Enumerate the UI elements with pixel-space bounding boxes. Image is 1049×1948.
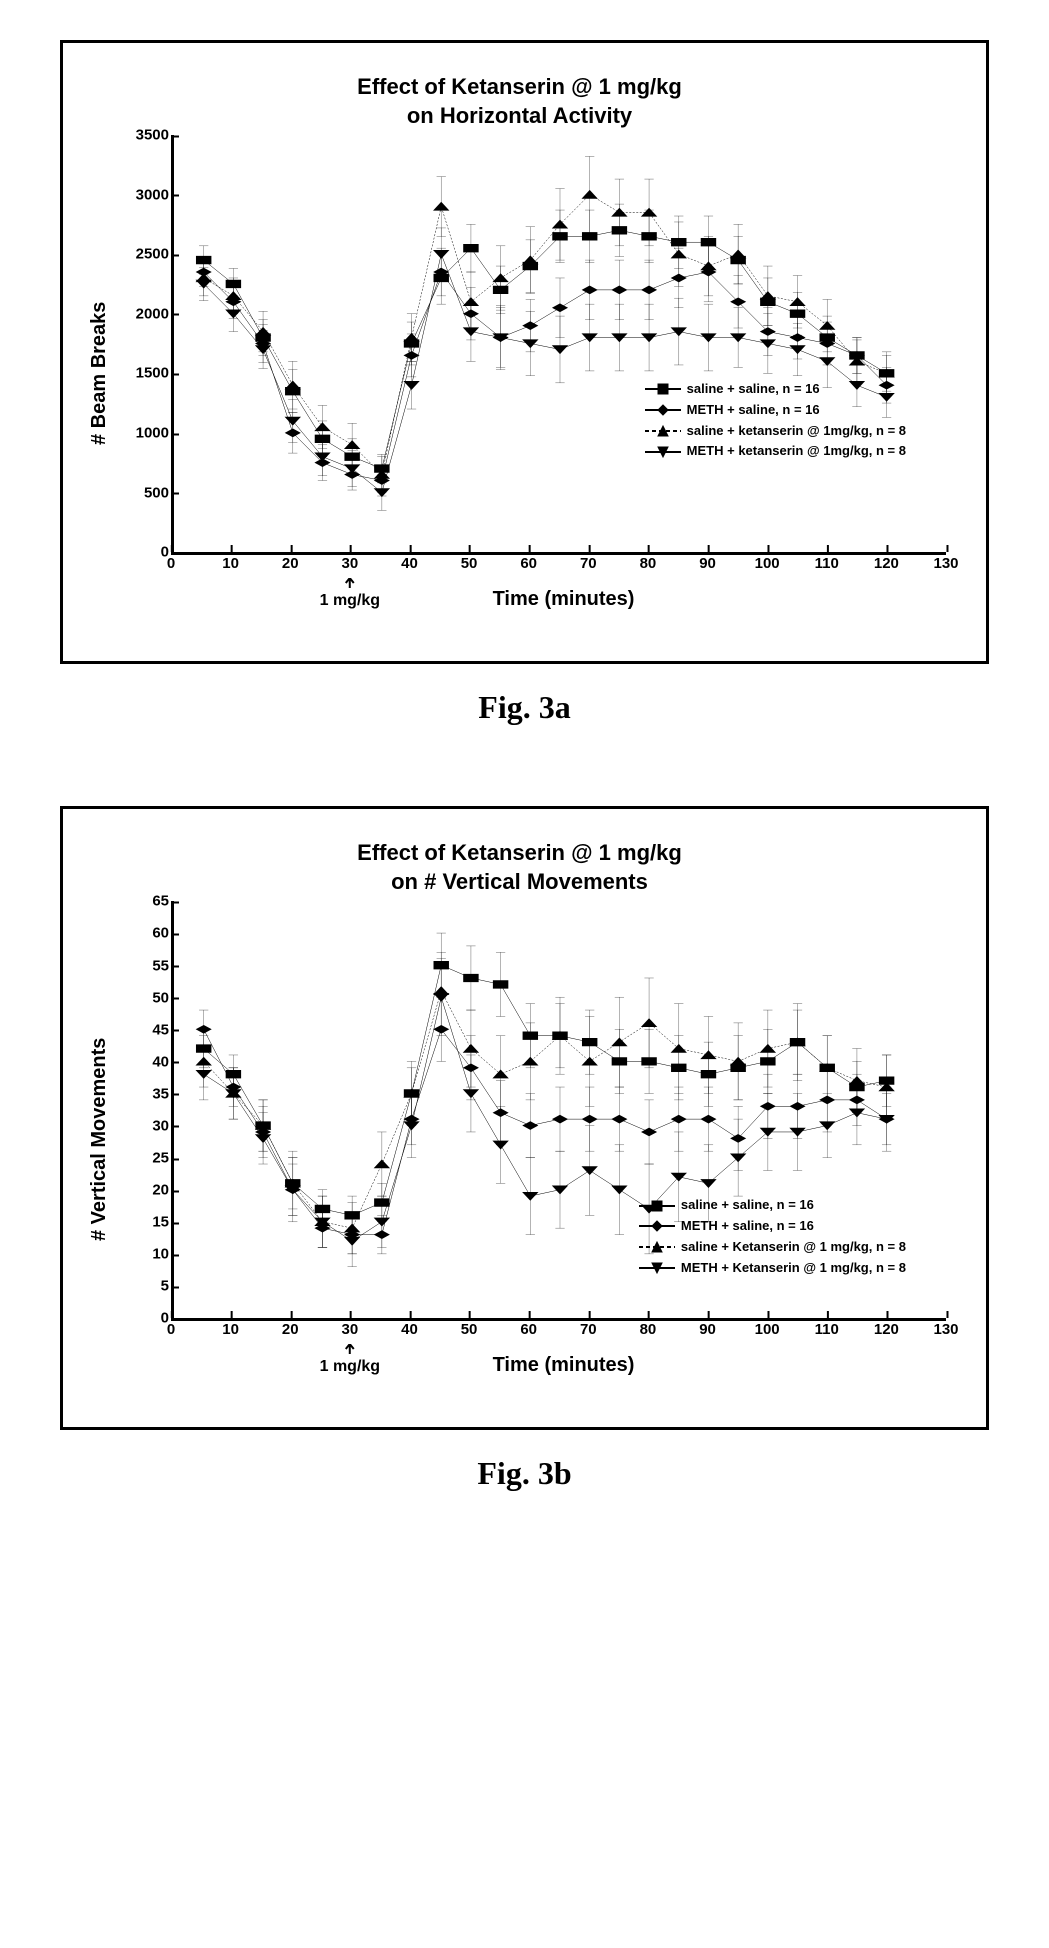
x-tick: 20 <box>282 555 299 572</box>
legend-label: saline + Ketanserin @ 1 mg/kg, n = 8 <box>681 1237 906 1258</box>
x-tick: 70 <box>580 1321 597 1338</box>
figure-block: Effect of Ketanserin @ 1 mg/kgon # Verti… <box>60 806 989 1492</box>
x-tick: 10 <box>222 555 239 572</box>
x-axis-label: Time (minutes) <box>171 1354 956 1377</box>
x-tick: 80 <box>640 1321 657 1338</box>
x-tick: 120 <box>874 1321 899 1338</box>
y-tick: 20 <box>119 1182 169 1199</box>
x-ticks: 0102030405060708090100110120130 <box>171 555 946 580</box>
y-tick: 3000 <box>119 186 169 203</box>
y-tick: 0 <box>119 1310 169 1327</box>
x-tick: 40 <box>401 1321 418 1338</box>
legend-item: METH + saline, n = 16 <box>637 1216 906 1237</box>
legend-marker-icon <box>637 1261 677 1275</box>
y-axis-label: # Vertical Movements <box>83 901 116 1377</box>
x-ticks: 0102030405060708090100110120130 <box>171 1321 946 1346</box>
legend-marker-icon <box>637 1199 677 1213</box>
x-tick: 110 <box>815 555 839 572</box>
y-tick: 50 <box>119 989 169 1006</box>
x-tick: 100 <box>755 1321 780 1338</box>
plot-area: 0500100015002000250030003500 saline + sa… <box>171 135 946 555</box>
x-tick: 20 <box>282 1321 299 1338</box>
legend-label: saline + ketanserin @ 1mg/kg, n = 8 <box>687 421 906 442</box>
legend-item: saline + ketanserin @ 1mg/kg, n = 8 <box>643 421 906 442</box>
dose-marker: 1 mg/kg <box>320 1344 380 1376</box>
legend-marker-icon <box>637 1240 677 1254</box>
y-tick: 30 <box>119 1117 169 1134</box>
legend-label: saline + saline, n = 16 <box>687 379 820 400</box>
y-tick: 0 <box>119 544 169 561</box>
legend-item: METH + Ketanserin @ 1 mg/kg, n = 8 <box>637 1258 906 1279</box>
x-tick: 0 <box>167 1321 175 1338</box>
y-tick: 25 <box>119 1150 169 1167</box>
x-tick: 0 <box>167 555 175 572</box>
x-tick: 50 <box>461 1321 478 1338</box>
legend-label: METH + saline, n = 16 <box>681 1216 814 1237</box>
x-tick: 60 <box>520 555 537 572</box>
x-tick: 80 <box>640 555 657 572</box>
y-tick: 2000 <box>119 305 169 322</box>
legend-marker-icon <box>643 424 683 438</box>
figure-caption: Fig. 3b <box>60 1455 989 1492</box>
y-tick: 65 <box>119 893 169 910</box>
y-tick: 15 <box>119 1214 169 1231</box>
y-tick: 5 <box>119 1278 169 1295</box>
x-tick: 90 <box>699 1321 716 1338</box>
x-tick: 40 <box>401 555 418 572</box>
y-tick: 55 <box>119 957 169 974</box>
legend-item: saline + saline, n = 16 <box>637 1195 906 1216</box>
figure-caption: Fig. 3a <box>60 689 989 726</box>
y-tick: 10 <box>119 1246 169 1263</box>
y-axis-label: # Beam Breaks <box>83 135 116 611</box>
legend-item: METH + ketanserin @ 1mg/kg, n = 8 <box>643 441 906 462</box>
chart-frame: Effect of Ketanserin @ 1 mg/kgon # Verti… <box>60 806 989 1430</box>
y-tick: 35 <box>119 1085 169 1102</box>
y-tick: 1000 <box>119 425 169 442</box>
plot-area: 05101520253035404550556065 saline + sali… <box>171 901 946 1321</box>
y-tick: 2500 <box>119 246 169 263</box>
dose-marker: 1 mg/kg <box>320 578 380 610</box>
figure-block: Effect of Ketanserin @ 1 mg/kgon Horizon… <box>60 40 989 726</box>
legend-item: saline + Ketanserin @ 1 mg/kg, n = 8 <box>637 1237 906 1258</box>
x-tick: 110 <box>815 1321 839 1338</box>
y-ticks: 05101520253035404550556065 <box>114 901 169 1318</box>
legend-label: METH + Ketanserin @ 1 mg/kg, n = 8 <box>681 1258 906 1279</box>
legend-marker-icon <box>637 1219 677 1233</box>
x-tick: 90 <box>699 555 716 572</box>
legend-item: saline + saline, n = 16 <box>643 379 906 400</box>
x-tick: 70 <box>580 555 597 572</box>
x-tick: 120 <box>874 555 899 572</box>
y-tick: 1500 <box>119 365 169 382</box>
chart-frame: Effect of Ketanserin @ 1 mg/kgon Horizon… <box>60 40 989 664</box>
y-tick: 45 <box>119 1021 169 1038</box>
y-tick: 500 <box>119 484 169 501</box>
chart-title: Effect of Ketanserin @ 1 mg/kgon # Verti… <box>83 839 956 896</box>
x-tick: 100 <box>755 555 780 572</box>
y-tick: 3500 <box>119 127 169 144</box>
legend-label: METH + saline, n = 16 <box>687 400 820 421</box>
legend-label: saline + saline, n = 16 <box>681 1195 814 1216</box>
x-tick: 10 <box>222 1321 239 1338</box>
x-axis-label: Time (minutes) <box>171 588 956 611</box>
x-tick: 30 <box>342 1321 359 1338</box>
y-tick: 40 <box>119 1053 169 1070</box>
legend-marker-icon <box>643 445 683 459</box>
legend-label: METH + ketanserin @ 1mg/kg, n = 8 <box>687 441 906 462</box>
chart-title: Effect of Ketanserin @ 1 mg/kgon Horizon… <box>83 73 956 130</box>
legend-marker-icon <box>643 382 683 396</box>
y-ticks: 0500100015002000250030003500 <box>114 135 169 552</box>
plot-svg <box>174 135 946 552</box>
x-tick: 30 <box>342 555 359 572</box>
legend: saline + saline, n = 16 METH + saline, n… <box>643 379 906 462</box>
x-tick: 50 <box>461 555 478 572</box>
x-tick: 60 <box>520 1321 537 1338</box>
legend-item: METH + saline, n = 16 <box>643 400 906 421</box>
x-tick: 130 <box>933 1321 958 1338</box>
legend-marker-icon <box>643 403 683 417</box>
y-tick: 60 <box>119 925 169 942</box>
legend: saline + saline, n = 16 METH + saline, n… <box>637 1195 906 1278</box>
x-tick: 130 <box>933 555 958 572</box>
